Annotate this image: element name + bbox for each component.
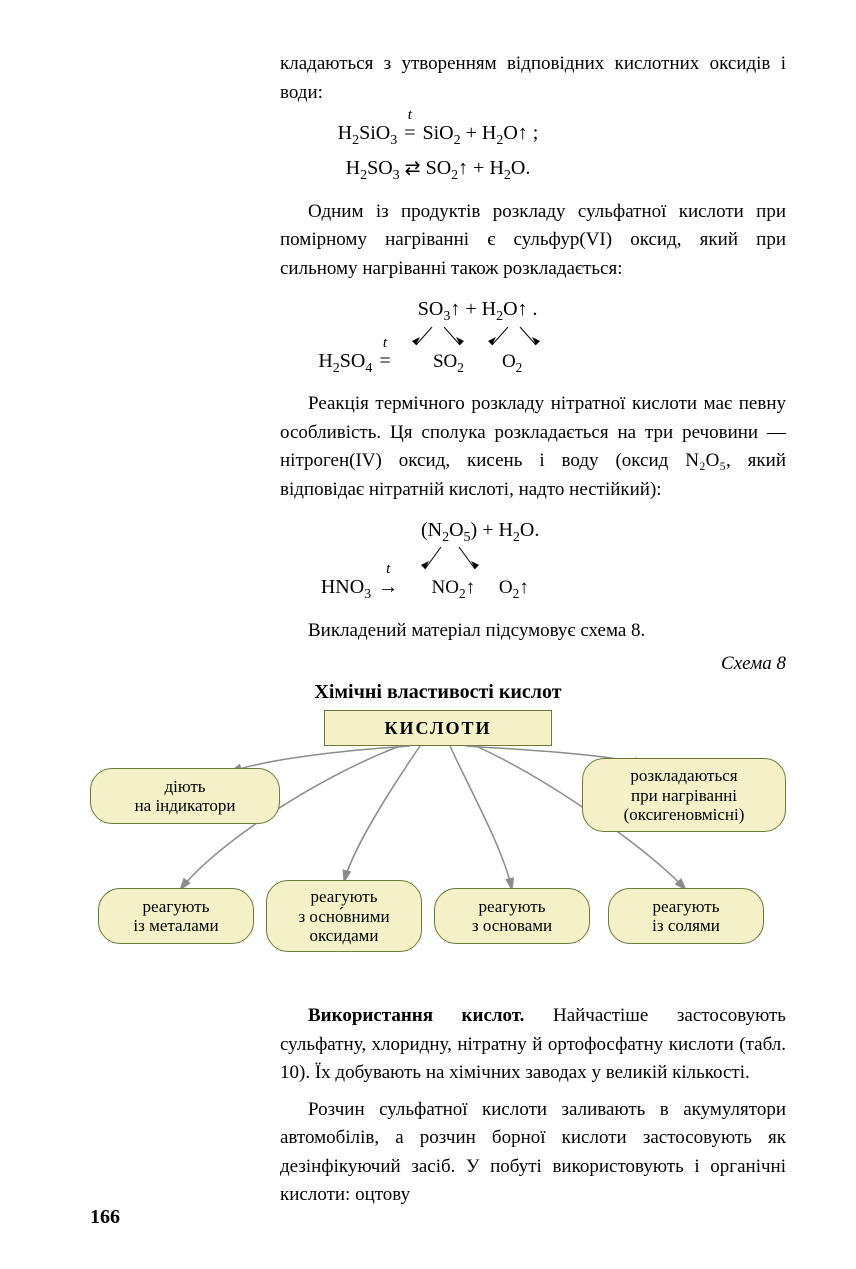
arrow-up-icon: [450, 298, 460, 320]
equals-with-t-icon: =: [377, 345, 392, 377]
formula-3-right: (N2O5) + H2O.: [421, 519, 539, 541]
formula-3-sub-a: NO2: [432, 577, 476, 598]
formula-3-right-group: (N2O5) + H2O. NO2 O2: [405, 514, 555, 604]
diagram-node: реагуютьз основами: [434, 888, 590, 944]
diagram-node: реагуютьз осно́внимиоксидами: [266, 880, 422, 952]
diagram-node: реагуютьіз солями: [608, 888, 764, 944]
paragraph-block-2: Одним із продуктів розкладу сульфатної к…: [280, 198, 786, 284]
arrow-up-icon: [519, 577, 529, 598]
decomposition-arrows-icon: [398, 327, 558, 347]
paragraph-4: Викладений матеріал підсумовує схема 8.: [280, 617, 786, 646]
formula-2: H2SO4 = SO3 + H2O . SO2 O2: [90, 293, 786, 380]
diagram-title: Хімічні властивості кислот: [90, 681, 786, 704]
formula-2-right: SO3 + H2O .: [418, 298, 538, 320]
diagram-node: діютьна індикатори: [90, 768, 280, 824]
arrow-up-icon: [518, 122, 528, 144]
paragraph-6: Розчин сульфатної кислоти заливають в ак…: [280, 1096, 786, 1210]
paragraph-5-lead: Використання кислот.: [308, 1005, 524, 1026]
paragraph-2: Одним із продуктів розкладу сульфатної к…: [280, 198, 786, 284]
decomposition-arrows-icon: [405, 547, 555, 573]
paragraph-5: Використання кислот. Найчастіше застосов…: [280, 1002, 786, 1088]
formula-3-sub-b: O2: [499, 577, 529, 598]
diagram-root: КИСЛОТИ: [324, 710, 552, 746]
paragraph-block-3: Реакція термічного розкладу нітратної ки…: [280, 390, 786, 504]
equals-with-t-icon: =: [402, 117, 417, 149]
paragraph-block-5: Використання кислот. Найчастіше застосов…: [280, 1002, 786, 1210]
diagram-node: розкладаютьсяпри нагріванні(оксигеновміс…: [582, 758, 786, 832]
formula-1a-left: H2SiO3: [338, 122, 398, 144]
page: кладаються з утворенням відповідних кисл…: [0, 0, 856, 1269]
paragraph-block-4: Викладений матеріал підсумовує схема 8.: [280, 617, 786, 646]
formula-3: HNO3 → (N2O5) + H2O. NO2 O2: [90, 514, 786, 607]
arrow-up-icon: [518, 298, 528, 320]
diagram-node: реагуютьіз металами: [98, 888, 254, 944]
formula-2-sub-a: SO2: [433, 351, 464, 372]
formula-1a-right: SiO2 + H2O ;: [422, 122, 538, 144]
formula-2-left: H2SO4: [318, 350, 372, 372]
formula-1b: H2SO3 ⇄ SO2 + H2O.: [346, 157, 531, 179]
formula-3-left: HNO3: [321, 576, 371, 598]
arrow-up-icon: [458, 157, 468, 179]
paragraph-block-1: кладаються з утворенням відповідних кисл…: [280, 50, 786, 107]
diagram-edges: [90, 710, 786, 990]
arrow-with-t-icon: →: [376, 571, 400, 603]
arrow-up-icon: [466, 577, 476, 598]
equilibrium-icon: ⇄: [405, 154, 421, 184]
page-number: 166: [90, 1206, 120, 1229]
scheme-label: Схема 8: [280, 653, 786, 675]
formula-1: H2SiO3 = SiO2 + H2O ; H2SO3 ⇄ SO2 + H2O.: [90, 117, 786, 188]
formula-2-right-group: SO3 + H2O . SO2 O2: [398, 293, 558, 377]
paragraph-3: Реакція термічного розкладу нітратної ки…: [280, 390, 786, 504]
diagram: КИСЛОТИ діютьна індикатори розкладаютьсяп…: [90, 710, 786, 990]
paragraph-1: кладаються з утворенням відповідних кисл…: [280, 50, 786, 107]
formula-2-sub-b: O2: [502, 351, 522, 372]
